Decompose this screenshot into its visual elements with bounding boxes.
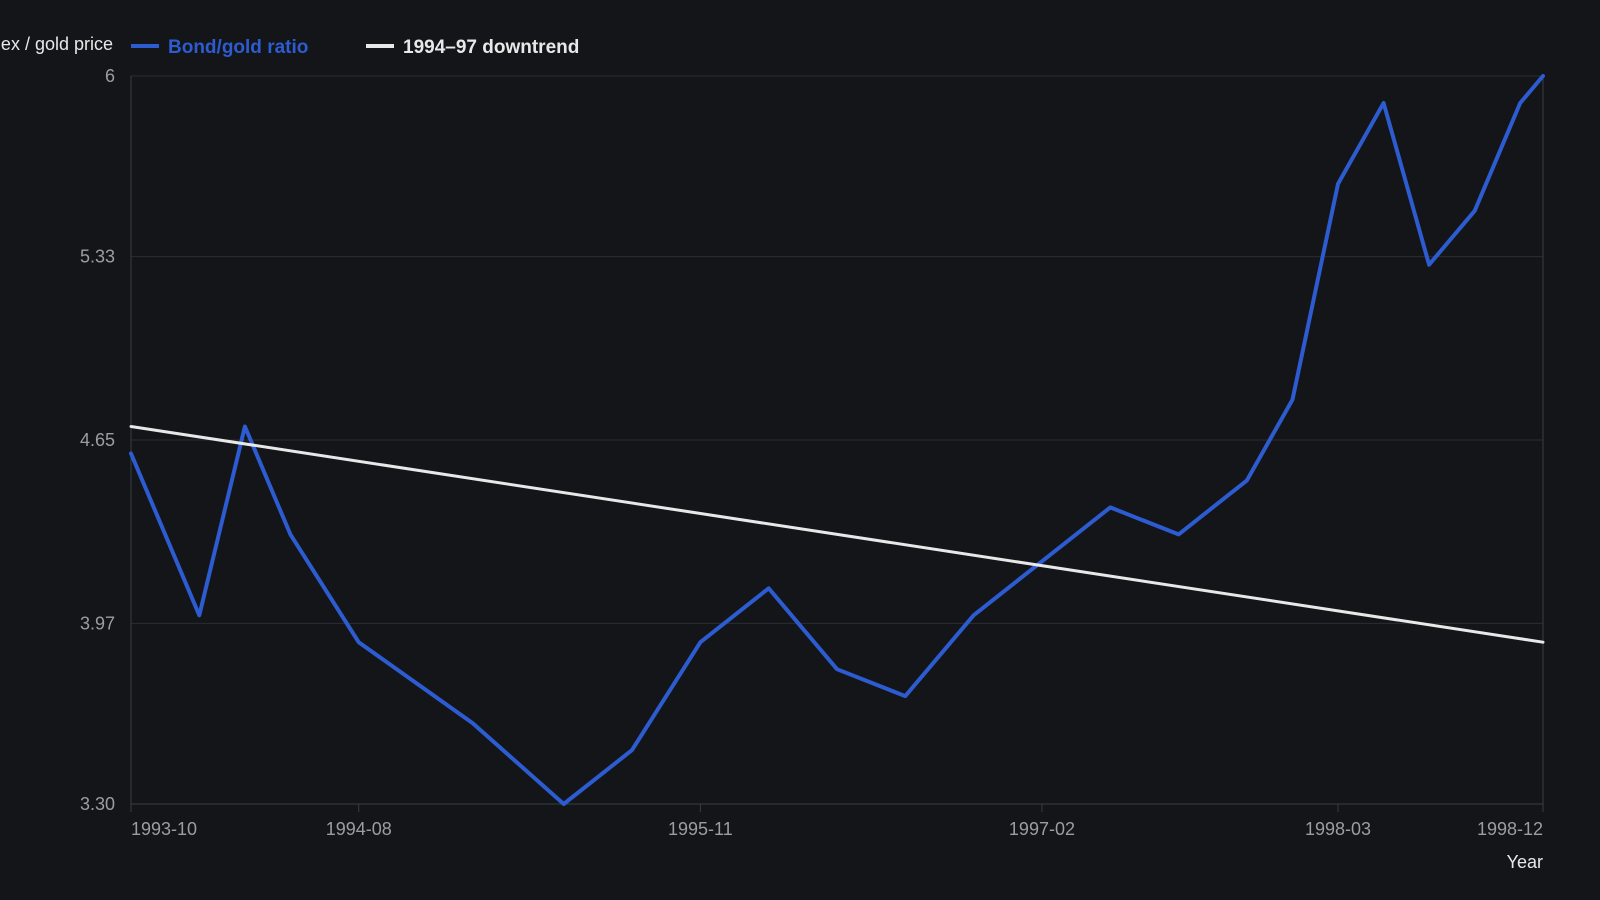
y-tick-label: 3.97 — [80, 613, 115, 633]
x-tick-label: 1995-11 — [668, 819, 733, 839]
series-line-bond-gold-ratio — [129, 74, 1545, 806]
x-axis-title: Year — [1507, 852, 1543, 872]
y-tick-label: 6 — [105, 66, 115, 86]
legend-label: Bond/gold ratio — [168, 37, 308, 58]
gridlines — [131, 75, 1543, 805]
y-tick-label: 3.30 — [80, 794, 115, 814]
x-tick-label: 1994-08 — [326, 819, 392, 839]
x-tick-label: 1998-12 — [1477, 819, 1543, 839]
series-lines — [129, 74, 1545, 806]
axes — [130, 76, 1544, 805]
y-tick-labels: 3.30 3.97 4.65 5.33 6 — [80, 66, 115, 814]
legend: Bond/gold ratio 1994–97 downtrend — [131, 37, 579, 58]
x-tick-label: 1997-02 — [1009, 819, 1075, 839]
legend-item-bond-gold-ratio[interactable]: Bond/gold ratio — [131, 37, 308, 58]
legend-label: 1994–97 downtrend — [403, 37, 579, 58]
y-tick-label: 5.33 — [80, 247, 115, 267]
y-axis-title: Bond index / gold price — [0, 34, 113, 54]
series-line-downtrend — [129, 425, 1545, 644]
legend-item-downtrend[interactable]: 1994–97 downtrend — [366, 37, 579, 58]
x-tick-label: 1993-10 — [131, 819, 197, 839]
x-tick-labels: 1993-10 1994-08 1995-11 1997-02 1998-03 1998-… — [130, 804, 1544, 839]
y-tick-label: 4.65 — [80, 430, 115, 450]
x-tick-label: 1998-03 — [1305, 819, 1371, 839]
